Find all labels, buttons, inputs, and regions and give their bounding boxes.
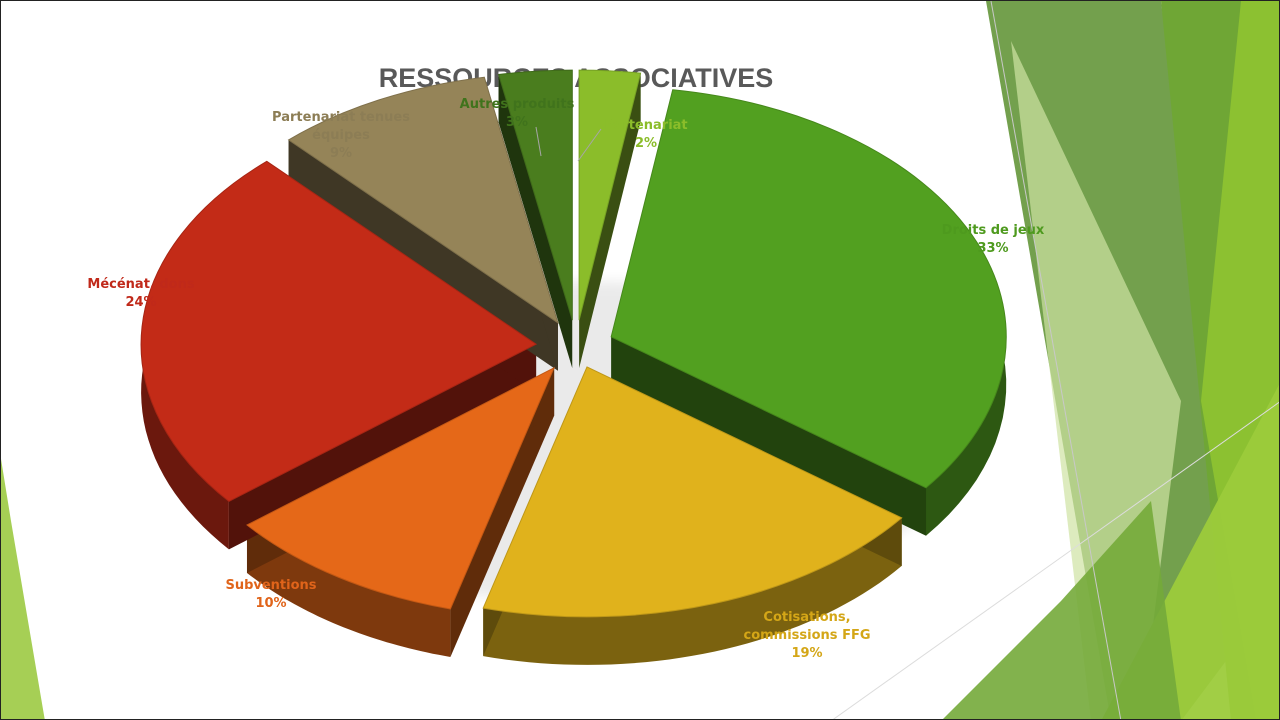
pie-slice-4 xyxy=(140,160,538,502)
data-label-1: Droits de jeux 33% xyxy=(942,223,1045,256)
pie-slice-5 xyxy=(287,76,559,325)
data-label-6: Autres produits 3% xyxy=(460,97,575,130)
data-label-percent: 19% xyxy=(791,646,822,661)
pie-slice-tops xyxy=(140,69,1007,618)
data-label-text: Droits de jeux xyxy=(942,223,1045,238)
pie-slice-2 xyxy=(482,366,903,618)
data-label-percent: 3% xyxy=(506,115,528,130)
data-label-text: Partenariat tenues xyxy=(272,110,410,125)
pie-slice-wall-0-1 xyxy=(579,73,641,369)
data-labels: Partenariat 2% Droits de jeux 33% Cotisation… xyxy=(87,97,1045,661)
right-facet-bottom xyxy=(943,501,1181,719)
right-facet-lime xyxy=(1102,384,1279,719)
pie-slice-3 xyxy=(246,366,556,610)
leader-line-0 xyxy=(577,128,602,162)
data-label-5: Partenariat tenues équipes 9% xyxy=(272,110,410,161)
pie-slice-1 xyxy=(610,89,1007,489)
data-label-text: Autres produits xyxy=(460,97,575,112)
data-label-text: équipes xyxy=(312,128,370,143)
data-label-percent: 2% xyxy=(635,136,657,151)
data-label-percent: 10% xyxy=(255,596,286,611)
decor-line-1 xyxy=(990,1,1122,719)
data-label-percent: 33% xyxy=(977,241,1008,256)
leader-line-1 xyxy=(535,126,542,157)
data-label-3: Subventions 10% xyxy=(225,578,316,611)
data-label-text: Partenariat xyxy=(604,118,687,133)
pie-slice-6 xyxy=(497,69,573,321)
data-label-2: Cotisations, commissions FFG 19% xyxy=(744,610,871,661)
data-label-0: Partenariat 2% xyxy=(604,118,687,151)
pie-slice-wall-6-0 xyxy=(498,74,573,369)
pie-slice-0 xyxy=(578,69,642,321)
data-label-text: commissions FFG xyxy=(744,628,871,643)
pie-slice-wall-1-1 xyxy=(611,336,927,536)
left-accent-strip xyxy=(1,459,45,719)
data-label-percent: 9% xyxy=(330,146,352,161)
data-label-4: Mécénat, dons 24% xyxy=(87,277,194,310)
pie-slice-side-2 xyxy=(483,517,902,665)
data-label-percent: 24% xyxy=(125,295,156,310)
data-label-text: Subventions xyxy=(225,578,316,593)
data-label-text: Cotisations, xyxy=(763,610,850,625)
pie-slice-wall-3-0 xyxy=(450,367,555,657)
decor-line-2 xyxy=(832,401,1279,719)
data-label-text: Mécénat, dons xyxy=(87,277,194,292)
